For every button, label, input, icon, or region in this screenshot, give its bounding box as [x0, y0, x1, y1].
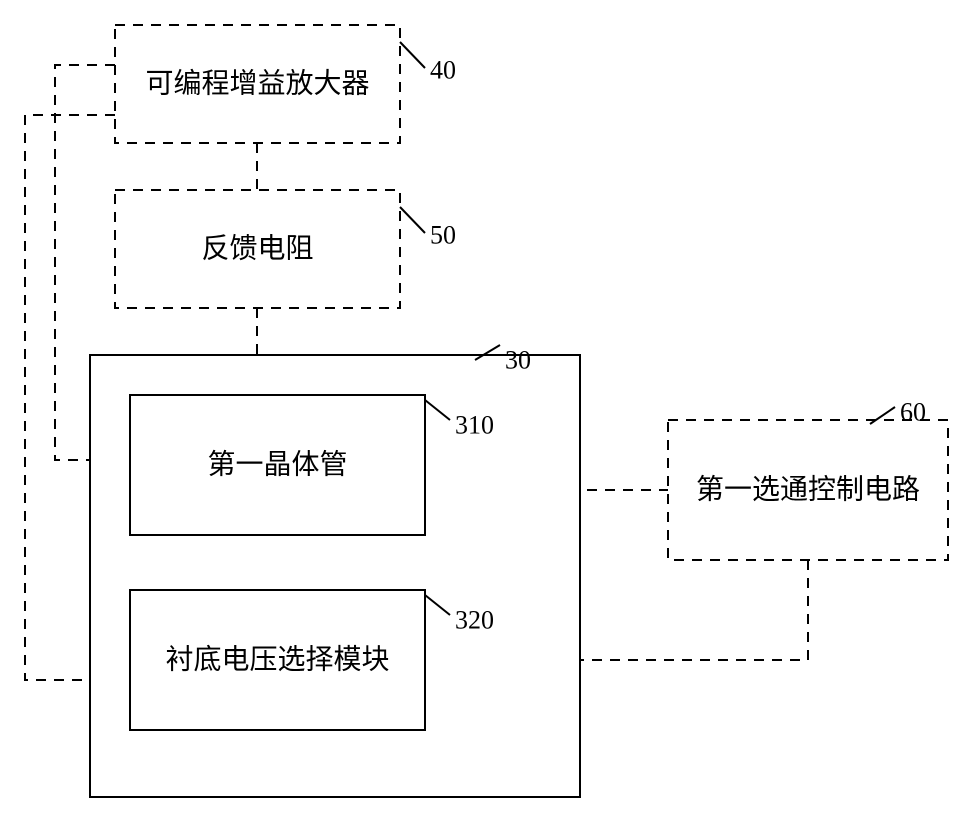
- node-number-b60: 60: [900, 397, 926, 426]
- node-label-b310: 第一晶体管: [207, 449, 347, 481]
- node-number-b40: 40: [430, 55, 456, 84]
- node-label-b320: 衬底电压选择模块: [165, 644, 389, 676]
- node-number-b50: 50: [430, 220, 456, 249]
- node-number-b310: 310: [455, 410, 494, 439]
- node-label-b40: 可编程增益放大器: [145, 68, 369, 100]
- node-b60: 第一选通控制电路 60: [668, 397, 948, 560]
- node-label-b50: 反馈电阻: [201, 233, 313, 265]
- node-label-b60: 第一选通控制电路: [696, 474, 920, 506]
- node-number-b30: 30: [505, 345, 531, 374]
- node-number-b320: 320: [455, 605, 494, 634]
